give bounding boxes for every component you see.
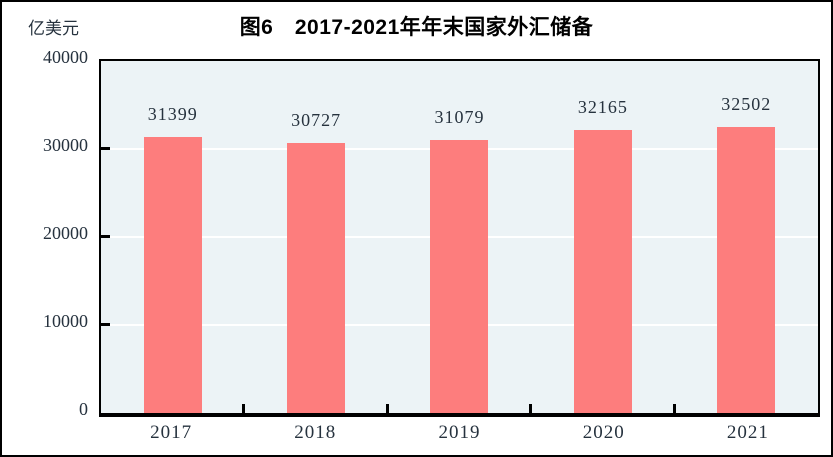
x-tick-label-2019: 2019	[438, 422, 481, 443]
x-axis-tick-mark	[672, 404, 676, 413]
y-axis-tick-mark	[101, 147, 110, 150]
y-tick-label-10000: 10000	[43, 311, 88, 331]
bar-value-label: 31079	[434, 107, 485, 127]
bar-2019	[430, 140, 489, 413]
y-tick-label-30000: 30000	[43, 135, 88, 155]
x-axis-labels: 2017 2018 2019 2020 2021	[99, 421, 820, 445]
y-tick-label-0: 0	[79, 399, 88, 419]
bar-group-2017: 31399	[101, 61, 244, 413]
x-tick-label-2018: 2018	[294, 422, 337, 443]
bar-value-label: 31399	[147, 104, 198, 124]
x-axis-tick-mark	[529, 404, 533, 413]
y-axis-tick-mark	[101, 235, 110, 238]
plot-area: 31399 30727 31079 32165 32502	[99, 59, 820, 417]
y-axis-tick-mark	[101, 323, 110, 326]
bar-group-2018: 30727	[244, 61, 387, 413]
bar-group-2021: 32502	[675, 61, 818, 413]
y-axis-unit-label: 亿美元	[28, 19, 79, 38]
bar-value-label: 30727	[291, 110, 342, 130]
bar-group-2019: 31079	[388, 61, 531, 413]
bar-value-label: 32165	[577, 97, 628, 117]
bar-value-label: 32502	[721, 94, 772, 114]
bar-2018	[287, 143, 346, 413]
bar-2020	[573, 130, 632, 413]
x-axis-tick-mark	[242, 404, 246, 413]
x-axis-tick-mark	[385, 404, 389, 413]
x-tick-label-2017: 2017	[150, 422, 193, 443]
bar-2021	[717, 127, 776, 413]
y-tick-label-40000: 40000	[43, 47, 88, 67]
bar-group-2020: 32165	[531, 61, 674, 413]
x-tick-label-2020: 2020	[582, 422, 625, 443]
bar-2017	[143, 137, 202, 413]
y-tick-label-20000: 20000	[43, 223, 88, 243]
chart-title: 图6 2017-2021年年末国家外汇储备	[239, 16, 594, 39]
x-tick-label-2021: 2021	[726, 422, 769, 443]
